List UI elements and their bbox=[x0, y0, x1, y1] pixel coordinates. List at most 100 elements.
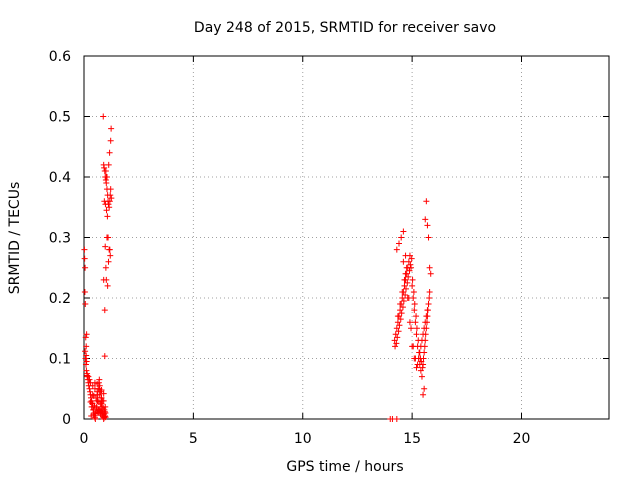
data-point bbox=[411, 301, 418, 308]
x-tick-label: 15 bbox=[403, 431, 421, 447]
data-point bbox=[82, 301, 89, 308]
data-point bbox=[394, 319, 401, 326]
data-point bbox=[98, 394, 105, 401]
data-point bbox=[86, 376, 93, 383]
data-point bbox=[418, 358, 425, 365]
data-point bbox=[424, 222, 431, 229]
data-point bbox=[392, 331, 399, 338]
data-point bbox=[403, 285, 409, 292]
data-point bbox=[400, 228, 407, 235]
data-point bbox=[396, 240, 402, 247]
data-point bbox=[416, 349, 423, 356]
data-point bbox=[427, 270, 434, 277]
data-point bbox=[420, 331, 427, 338]
data-point bbox=[102, 201, 109, 208]
data-point bbox=[408, 255, 415, 262]
data-point bbox=[83, 367, 90, 374]
data-point bbox=[98, 386, 105, 393]
data-point bbox=[82, 348, 89, 355]
data-point bbox=[81, 288, 88, 295]
data-point bbox=[83, 331, 90, 338]
data-point bbox=[96, 376, 103, 383]
data-point bbox=[102, 167, 109, 174]
data-point bbox=[85, 373, 92, 380]
data-point bbox=[107, 252, 114, 259]
data-point bbox=[82, 264, 89, 271]
data-point bbox=[86, 385, 93, 392]
y-tick-label: 0.1 bbox=[49, 352, 71, 368]
data-point bbox=[412, 319, 419, 326]
data-point bbox=[83, 352, 90, 359]
data-point bbox=[412, 355, 419, 362]
data-point bbox=[418, 337, 425, 344]
data-point bbox=[413, 313, 420, 320]
data-point bbox=[423, 198, 430, 205]
data-point bbox=[102, 412, 108, 419]
data-point bbox=[108, 125, 115, 132]
data-point bbox=[420, 391, 427, 398]
data-point bbox=[417, 343, 424, 350]
data-point bbox=[408, 325, 415, 332]
data-point bbox=[83, 343, 90, 350]
data-point bbox=[425, 301, 432, 308]
data-point bbox=[400, 298, 407, 305]
data-point bbox=[422, 216, 429, 223]
data-point bbox=[391, 337, 398, 344]
data-point bbox=[94, 397, 101, 404]
data-point bbox=[100, 390, 107, 397]
y-tick-label: 0.3 bbox=[49, 231, 71, 247]
data-point bbox=[92, 416, 99, 422]
data-point bbox=[104, 282, 111, 289]
data-point bbox=[421, 325, 428, 332]
data-point bbox=[397, 301, 404, 308]
data-points bbox=[81, 113, 434, 422]
data-point bbox=[393, 340, 400, 347]
x-axis-label: GPS time / hours bbox=[286, 459, 403, 475]
data-point bbox=[93, 394, 100, 401]
plot-frame bbox=[83, 55, 610, 420]
data-point bbox=[82, 361, 89, 368]
data-point bbox=[107, 186, 114, 193]
data-point bbox=[419, 364, 426, 371]
data-point bbox=[89, 391, 96, 398]
data-point bbox=[84, 372, 91, 379]
data-point bbox=[105, 258, 112, 265]
data-point bbox=[422, 319, 429, 326]
data-point bbox=[417, 367, 424, 374]
data-point bbox=[409, 276, 416, 283]
x-tick-label: 10 bbox=[294, 431, 312, 447]
data-point bbox=[105, 234, 112, 241]
data-point bbox=[83, 358, 90, 365]
data-point bbox=[404, 279, 411, 286]
data-point bbox=[103, 207, 110, 214]
data-point bbox=[401, 282, 408, 289]
data-point bbox=[406, 319, 413, 326]
axis-ticks: 0 5 10 15 20 0 0.1 0.2 0.3 0.4 0.5 0.6 bbox=[49, 49, 609, 447]
chart-title: Day 248 of 2015, SRMTID for receiver sav… bbox=[194, 20, 496, 36]
y-axis-label: SRMTID / TECUs bbox=[7, 182, 23, 295]
data-point bbox=[426, 295, 433, 301]
data-point bbox=[399, 295, 406, 301]
data-point bbox=[94, 388, 101, 395]
data-point bbox=[410, 343, 417, 350]
data-point bbox=[94, 380, 101, 387]
data-point bbox=[405, 258, 412, 265]
data-point bbox=[421, 385, 428, 392]
data-point bbox=[393, 325, 400, 332]
y-tick-label: 0.2 bbox=[49, 291, 71, 307]
data-point bbox=[418, 373, 425, 380]
data-point bbox=[81, 246, 88, 253]
data-point bbox=[398, 234, 405, 241]
data-point bbox=[413, 325, 420, 332]
data-point bbox=[402, 252, 409, 259]
data-point bbox=[424, 307, 431, 314]
data-point bbox=[399, 304, 406, 311]
data-point bbox=[413, 364, 420, 371]
data-point bbox=[106, 149, 113, 156]
x-tick-label: 5 bbox=[189, 431, 198, 447]
data-point bbox=[406, 267, 413, 274]
data-point bbox=[81, 255, 88, 262]
data-point bbox=[82, 334, 89, 341]
x-tick-label: 20 bbox=[513, 431, 531, 447]
